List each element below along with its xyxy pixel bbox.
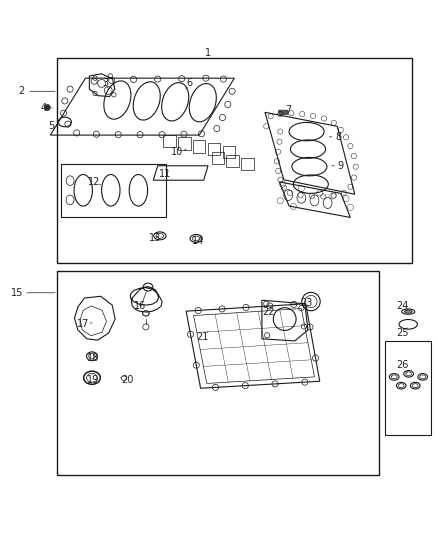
Text: 25: 25 (396, 328, 408, 338)
Text: 15: 15 (11, 288, 24, 298)
Text: 9: 9 (338, 161, 344, 171)
Text: 18: 18 (87, 353, 99, 362)
Text: 2: 2 (18, 86, 24, 96)
Text: 20: 20 (122, 375, 134, 385)
Text: 24: 24 (396, 301, 408, 311)
Text: 22: 22 (263, 308, 275, 318)
Text: 13: 13 (149, 233, 162, 243)
Text: 6: 6 (186, 77, 192, 87)
Text: 10: 10 (171, 147, 184, 157)
Bar (385, 341, 431, 435)
Text: 14: 14 (192, 236, 204, 246)
Bar (57, 59, 412, 263)
Text: 21: 21 (196, 332, 208, 342)
Bar (178, 138, 191, 150)
Text: 17: 17 (77, 319, 89, 329)
Text: 19: 19 (87, 375, 99, 385)
Bar (212, 152, 224, 165)
Bar (57, 271, 379, 474)
Text: 1: 1 (205, 48, 211, 58)
Bar (241, 158, 254, 170)
Polygon shape (279, 110, 288, 115)
Bar (223, 146, 235, 158)
Text: 8: 8 (335, 132, 341, 142)
Bar (193, 140, 205, 152)
Bar (208, 143, 220, 155)
Bar (163, 135, 176, 147)
Text: 5: 5 (49, 122, 55, 131)
Bar (226, 155, 239, 167)
Text: 16: 16 (134, 301, 146, 311)
Ellipse shape (404, 310, 412, 313)
Text: 12: 12 (88, 177, 100, 188)
Text: 7: 7 (285, 104, 291, 115)
Text: 26: 26 (396, 360, 408, 370)
Text: 23: 23 (300, 298, 313, 308)
Text: 3: 3 (102, 77, 108, 87)
Text: 4: 4 (41, 103, 47, 113)
Circle shape (44, 104, 50, 110)
Text: 11: 11 (159, 168, 172, 179)
